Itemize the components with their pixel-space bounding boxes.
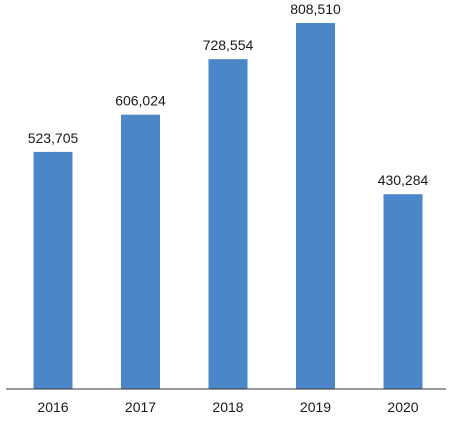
bar-2018 [208, 59, 248, 389]
x-tick-label-2016: 2016 [37, 399, 68, 415]
x-tick-label-2019: 2019 [300, 399, 331, 415]
bar-2016 [33, 151, 73, 389]
bar-2017 [121, 114, 160, 389]
value-label-2020: 430,284 [378, 172, 429, 188]
value-labels-group: 523,705 606,024 728,554 808,510 430,284 [28, 1, 429, 188]
value-label-2019: 808,510 [290, 1, 341, 17]
x-tick-label-2017: 2017 [125, 399, 156, 415]
value-label-2017: 606,024 [115, 93, 166, 109]
value-label-2018: 728,554 [203, 37, 254, 53]
x-tick-label-2018: 2018 [212, 399, 243, 415]
bar-2019 [296, 23, 335, 389]
x-tick-label-2020: 2020 [387, 399, 418, 415]
bar-2020 [383, 194, 423, 389]
x-tick-labels-group: 2016 2017 2018 2019 2020 [37, 399, 418, 415]
value-label-2016: 523,705 [28, 130, 79, 146]
bars-group [33, 23, 423, 389]
